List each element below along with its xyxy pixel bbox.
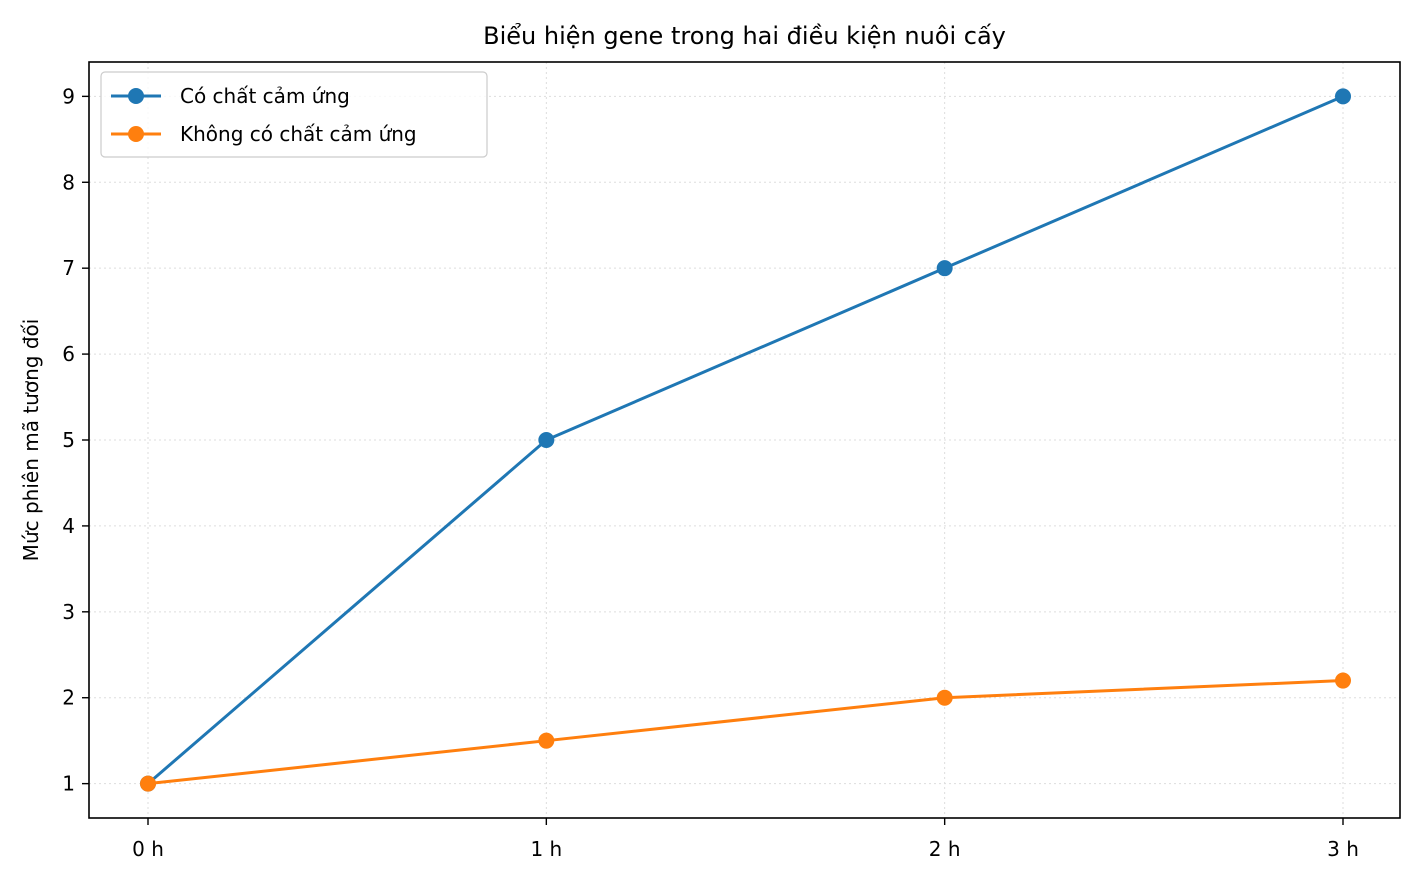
- data-point: [538, 732, 555, 749]
- data-point: [1335, 88, 1351, 105]
- chart-title: Biểu hiện gene trong hai điều kiện nuôi …: [483, 22, 1006, 50]
- y-tick-label: 2: [62, 686, 75, 710]
- x-tick-label: 3 h: [1327, 837, 1359, 861]
- data-point: [140, 775, 156, 792]
- series-line: [147, 94, 1344, 785]
- legend-marker: [128, 126, 144, 142]
- y-tick-label: 8: [62, 170, 75, 194]
- y-tick-label: 3: [62, 600, 75, 624]
- data-point: [538, 432, 555, 448]
- x-tick-label: 0 h: [132, 837, 164, 861]
- x-tick-label: 2 h: [929, 837, 961, 861]
- data-point: [1335, 672, 1351, 689]
- y-tick-label: 1: [62, 772, 75, 796]
- legend-label: Không có chất cảm ứng: [180, 122, 417, 146]
- legend: Có chất cảm ứng Không có chất cảm ứng: [100, 71, 488, 158]
- y-tick-label: 7: [62, 256, 75, 280]
- y-axis-title: Mức phiên mã tương đối: [19, 319, 43, 562]
- y-tick-label: 9: [62, 84, 75, 108]
- legend-label: Có chất cảm ứng: [180, 84, 350, 108]
- series-layer: [140, 88, 1351, 792]
- x-tick-label: 1 h: [530, 837, 562, 861]
- x-axis: 0 h 1 h 2 h 3 h: [132, 818, 1359, 861]
- legend-marker: [128, 88, 144, 104]
- y-tick-label: 6: [62, 342, 75, 366]
- grid-lines: [89, 62, 1400, 818]
- series-line: [147, 679, 1344, 786]
- y-tick-label: 5: [62, 428, 75, 452]
- series-1: [140, 88, 1351, 792]
- legend-box: [100, 71, 488, 158]
- legend-item: Không có chất cảm ứng: [111, 122, 417, 146]
- data-point: [936, 260, 953, 277]
- series-2: [140, 672, 1351, 792]
- data-point: [936, 689, 953, 706]
- y-axis: 1 2 3 4 5 6 7 8 9: [62, 84, 89, 796]
- legend-item: Có chất cảm ứng: [111, 84, 350, 108]
- y-tick-label: 4: [62, 514, 75, 538]
